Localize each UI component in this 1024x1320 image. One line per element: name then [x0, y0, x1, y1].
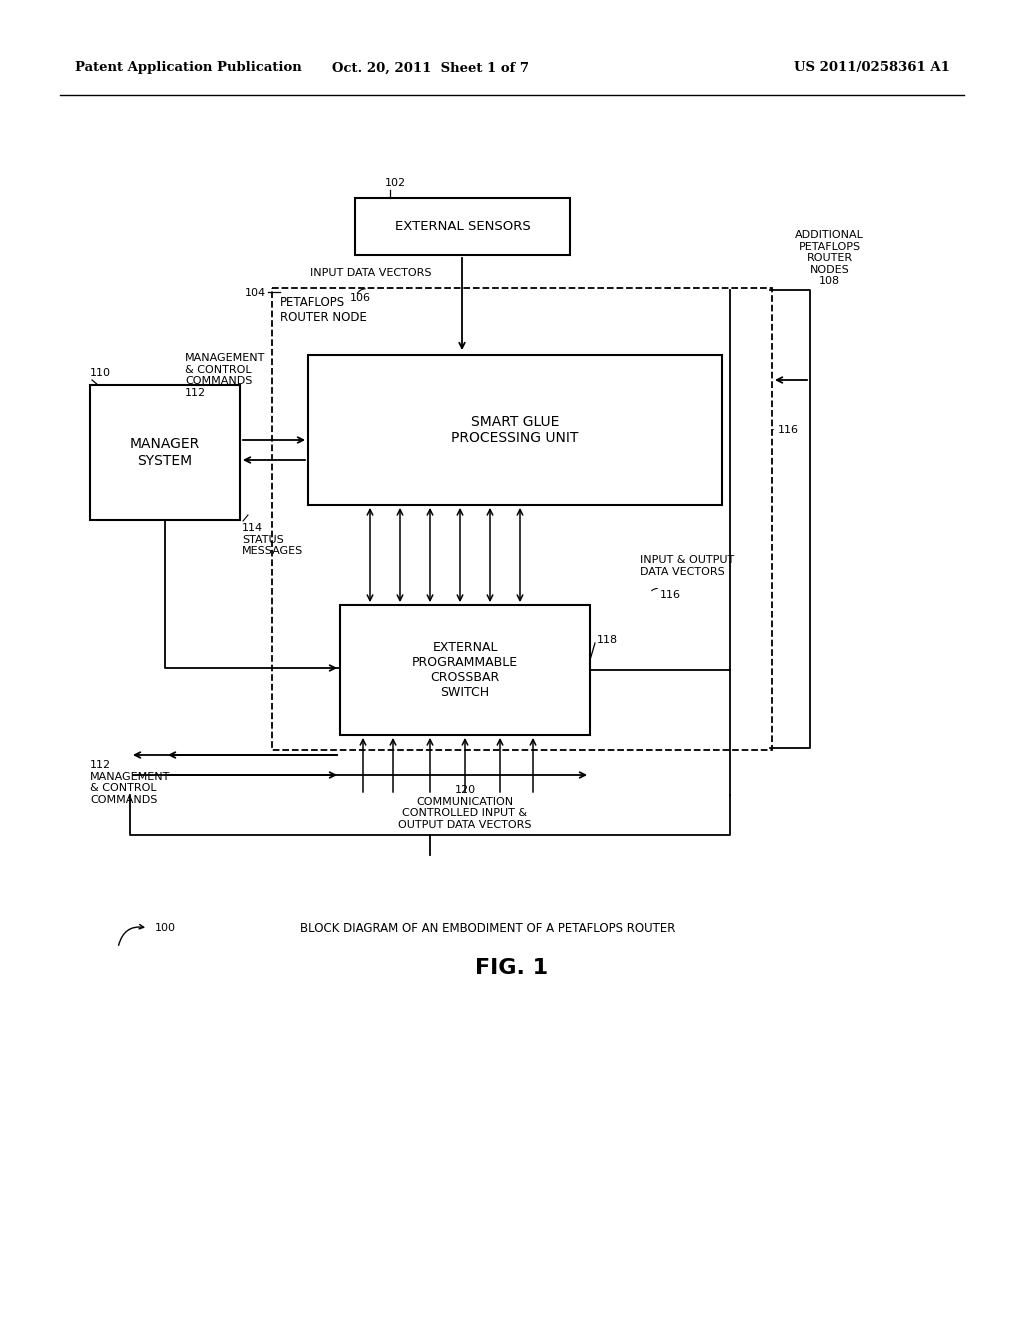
- Text: EXTERNAL
PROGRAMMABLE
CROSSBAR
SWITCH: EXTERNAL PROGRAMMABLE CROSSBAR SWITCH: [412, 642, 518, 700]
- Bar: [272, 288, 772, 750]
- Text: ADDITIONAL
PETAFLOPS
ROUTER
NODES
108: ADDITIONAL PETAFLOPS ROUTER NODES 108: [795, 230, 864, 286]
- Text: MANAGEMENT
& CONTROL
COMMANDS
112: MANAGEMENT & CONTROL COMMANDS 112: [185, 352, 265, 397]
- Text: 100: 100: [155, 923, 176, 933]
- Text: MANAGER
SYSTEM: MANAGER SYSTEM: [130, 437, 200, 467]
- Text: BLOCK DIAGRAM OF AN EMBODIMENT OF A PETAFLOPS ROUTER: BLOCK DIAGRAM OF AN EMBODIMENT OF A PETA…: [300, 921, 676, 935]
- Text: 116: 116: [778, 425, 799, 436]
- Text: 104: 104: [245, 288, 266, 298]
- Text: Oct. 20, 2011  Sheet 1 of 7: Oct. 20, 2011 Sheet 1 of 7: [332, 62, 528, 74]
- Text: 114
STATUS
MESSAGES: 114 STATUS MESSAGES: [242, 523, 303, 556]
- Text: 112
MANAGEMENT
& CONTROL
COMMANDS: 112 MANAGEMENT & CONTROL COMMANDS: [90, 760, 170, 805]
- Text: FIG. 1: FIG. 1: [475, 958, 549, 978]
- Text: US 2011/0258361 A1: US 2011/0258361 A1: [795, 62, 950, 74]
- Text: 116: 116: [660, 590, 681, 601]
- Text: 118: 118: [597, 635, 618, 645]
- Text: 120
COMMUNICATION
CONTROLLED INPUT &
OUTPUT DATA VECTORS: 120 COMMUNICATION CONTROLLED INPUT & OUT…: [398, 785, 531, 830]
- Bar: [355, 198, 570, 255]
- Text: 110: 110: [90, 368, 111, 378]
- Text: PETAFLOPS
ROUTER NODE: PETAFLOPS ROUTER NODE: [280, 296, 367, 323]
- Bar: [90, 385, 240, 520]
- Text: SMART GLUE
PROCESSING UNIT: SMART GLUE PROCESSING UNIT: [452, 414, 579, 445]
- Bar: [308, 355, 722, 506]
- Text: INPUT DATA VECTORS: INPUT DATA VECTORS: [310, 268, 431, 279]
- Text: EXTERNAL SENSORS: EXTERNAL SENSORS: [394, 220, 530, 234]
- Text: 106: 106: [350, 293, 371, 304]
- Bar: [340, 605, 590, 735]
- Text: INPUT & OUTPUT
DATA VECTORS: INPUT & OUTPUT DATA VECTORS: [640, 554, 734, 577]
- Text: Patent Application Publication: Patent Application Publication: [75, 62, 302, 74]
- Text: 102: 102: [385, 178, 407, 187]
